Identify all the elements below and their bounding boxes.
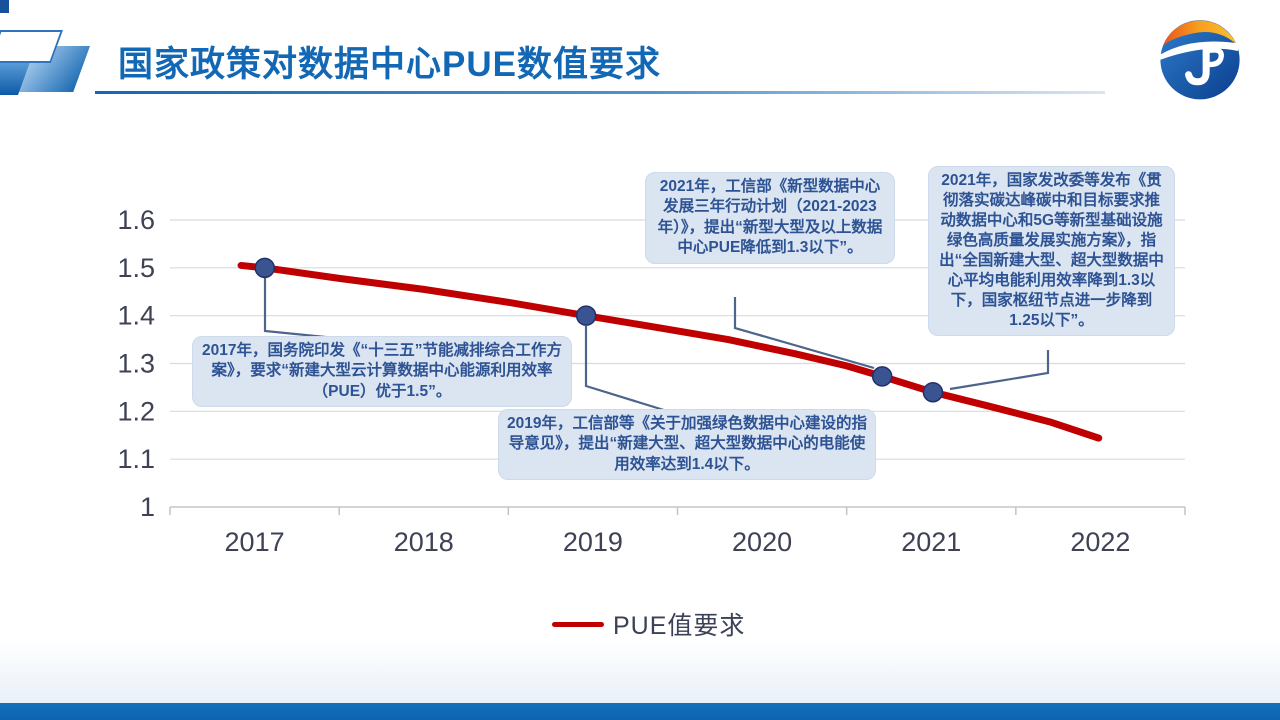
legend-label: PUE值要求	[613, 612, 746, 640]
corner-accent-square	[0, 0, 9, 13]
policy-callout-2019: 2019年，工信部等《关于加强绿色数据中心建设的指导意见》，提出“新建大型、超大…	[498, 409, 876, 481]
svg-text:1.1: 1.1	[117, 444, 155, 474]
svg-text:2018: 2018	[394, 527, 454, 557]
footer-gradient	[0, 641, 1280, 703]
svg-text:2022: 2022	[1070, 527, 1130, 557]
policy-callout-2017: 2017年，国务院印发《“十三五”节能减排综合工作方案》，要求“新建大型云计算数…	[192, 336, 572, 408]
svg-text:2021: 2021	[901, 527, 961, 557]
jp-company-logo-icon	[1160, 20, 1240, 100]
svg-text:1.4: 1.4	[117, 301, 155, 331]
title-underline	[95, 91, 1105, 94]
footer-bar	[0, 703, 1280, 720]
page-title: 国家政策对数据中心PUE数值要求	[118, 45, 661, 84]
svg-text:2020: 2020	[732, 527, 792, 557]
policy-callout-2021-miit: 2021年，工信部《新型数据中心发展三年行动计划（2021-2023年）》，提出…	[645, 172, 895, 264]
svg-text:1.6: 1.6	[117, 205, 155, 235]
svg-text:1.2: 1.2	[117, 396, 155, 426]
svg-text:1.3: 1.3	[117, 349, 155, 379]
svg-text:2017: 2017	[225, 527, 285, 557]
svg-text:2019: 2019	[563, 527, 623, 557]
policy-callout-2021-ndrc: 2021年，国家发改委等发布《贯彻落实碳达峰碳中和目标要求推动数据中心和5G等新…	[928, 166, 1175, 336]
svg-text:1: 1	[140, 492, 155, 522]
legend-line-swatch	[552, 621, 604, 627]
svg-text:1.5: 1.5	[117, 253, 155, 283]
chart-legend: PUE值要求	[552, 606, 745, 642]
